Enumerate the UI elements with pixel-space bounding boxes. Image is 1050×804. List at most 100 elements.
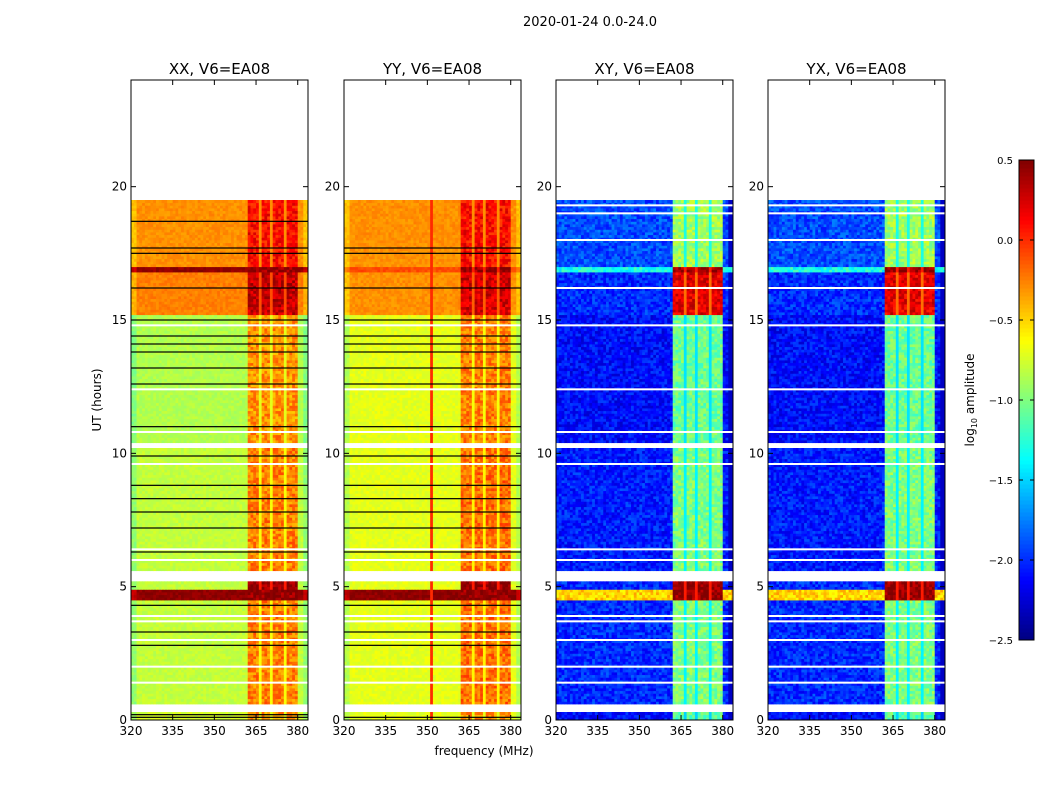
heatmap-cell <box>262 669 265 672</box>
heatmap-cell <box>287 651 290 654</box>
heatmap-cell <box>137 611 140 614</box>
heatmap-cell <box>187 648 190 651</box>
heatmap-cell <box>275 693 278 696</box>
heatmap-cell <box>284 565 287 568</box>
heatmap-cell <box>303 661 306 664</box>
heatmap-cell <box>200 688 203 691</box>
heatmap-cell <box>253 669 256 672</box>
heatmap-cell <box>217 675 220 678</box>
heatmap-cell <box>242 568 245 571</box>
heatmap-cell <box>159 563 162 566</box>
heatmap-cell <box>248 589 251 592</box>
heatmap-cell <box>248 568 251 571</box>
heatmap-cell <box>200 669 203 672</box>
heatmap-cell <box>139 597 142 600</box>
heatmap-cell <box>178 581 181 584</box>
heatmap-cell <box>281 600 284 603</box>
heatmap-cell <box>262 587 265 590</box>
heatmap-cell <box>159 669 162 672</box>
heatmap-cell <box>189 669 192 672</box>
heatmap-cell <box>262 563 265 566</box>
heatmap-cell <box>267 691 270 694</box>
heatmap-cell <box>298 611 301 614</box>
heatmap-cell <box>178 696 181 699</box>
heatmap-cell <box>195 685 198 688</box>
heatmap-cell <box>298 672 301 675</box>
heatmap-cell <box>284 656 287 659</box>
heatmap-cell <box>178 693 181 696</box>
heatmap-cell <box>214 624 217 627</box>
heatmap-cell <box>175 656 178 659</box>
heatmap-cell <box>217 589 220 592</box>
heatmap-cell <box>137 669 140 672</box>
heatmap-cell <box>301 555 304 558</box>
heatmap-cell <box>250 688 253 691</box>
heatmap-cell <box>134 595 137 598</box>
heatmap-cell <box>295 675 298 678</box>
heatmap-cell <box>195 627 198 630</box>
heatmap-cell <box>237 563 240 566</box>
heatmap-cell <box>217 653 220 656</box>
heatmap-cell <box>295 699 298 702</box>
heatmap-cell <box>245 669 248 672</box>
heatmap-cell <box>250 675 253 678</box>
heatmap-cell <box>253 565 256 568</box>
heatmap-cell <box>167 565 170 568</box>
heatmap-cell <box>234 635 237 638</box>
heatmap-cell <box>301 565 304 568</box>
heatmap-cell <box>137 624 140 627</box>
heatmap-cell <box>217 656 220 659</box>
heatmap-cell <box>256 635 259 638</box>
heatmap-cell <box>248 696 251 699</box>
heatmap-cell <box>303 592 306 595</box>
heatmap-cell <box>189 592 192 595</box>
heatmap-cell <box>275 656 278 659</box>
heatmap-cell <box>134 685 137 688</box>
heatmap-cell <box>150 600 153 603</box>
heatmap-cell <box>150 597 153 600</box>
heatmap-cell <box>267 672 270 675</box>
heatmap-cell <box>162 595 165 598</box>
heatmap-cell <box>284 696 287 699</box>
heatmap-cell <box>212 656 215 659</box>
heatmap-cell <box>184 592 187 595</box>
heatmap-cell <box>217 568 220 571</box>
heatmap-cell <box>192 611 195 614</box>
heatmap-cell <box>259 600 262 603</box>
heatmap-cell <box>239 656 242 659</box>
heatmap-cell <box>187 544 190 547</box>
heatmap-cell <box>298 677 301 680</box>
heatmap-cell <box>292 563 295 566</box>
heatmap-cell <box>292 597 295 600</box>
heatmap-cell <box>162 691 165 694</box>
heatmap-cell <box>145 651 148 654</box>
heatmap-cell <box>259 693 262 696</box>
heatmap-cell <box>181 565 184 568</box>
heatmap-cell <box>167 685 170 688</box>
heatmap-cell <box>270 595 273 598</box>
heatmap-cell <box>228 688 231 691</box>
heatmap-cell <box>237 565 240 568</box>
heatmap-cell <box>237 677 240 680</box>
heatmap-cell <box>295 635 298 638</box>
heatmap-cell <box>195 659 198 662</box>
heatmap-cell <box>189 563 192 566</box>
heatmap-cell <box>162 669 165 672</box>
heatmap-cell <box>206 581 209 584</box>
heatmap-cell <box>253 661 256 664</box>
heatmap-cell <box>184 699 187 702</box>
heatmap-cell <box>198 659 201 662</box>
heatmap-cell <box>195 597 198 600</box>
heatmap-cell <box>287 653 290 656</box>
heatmap-cell <box>212 565 215 568</box>
heatmap-cell <box>200 544 203 547</box>
heatmap-cell <box>153 693 156 696</box>
heatmap-cell <box>262 693 265 696</box>
heatmap-cell <box>175 685 178 688</box>
heatmap-cell <box>159 688 162 691</box>
heatmap-cell <box>178 685 181 688</box>
heatmap-cell <box>148 563 151 566</box>
heatmap-cell <box>256 653 259 656</box>
heatmap-cell <box>281 565 284 568</box>
heatmap-cell <box>134 635 137 638</box>
